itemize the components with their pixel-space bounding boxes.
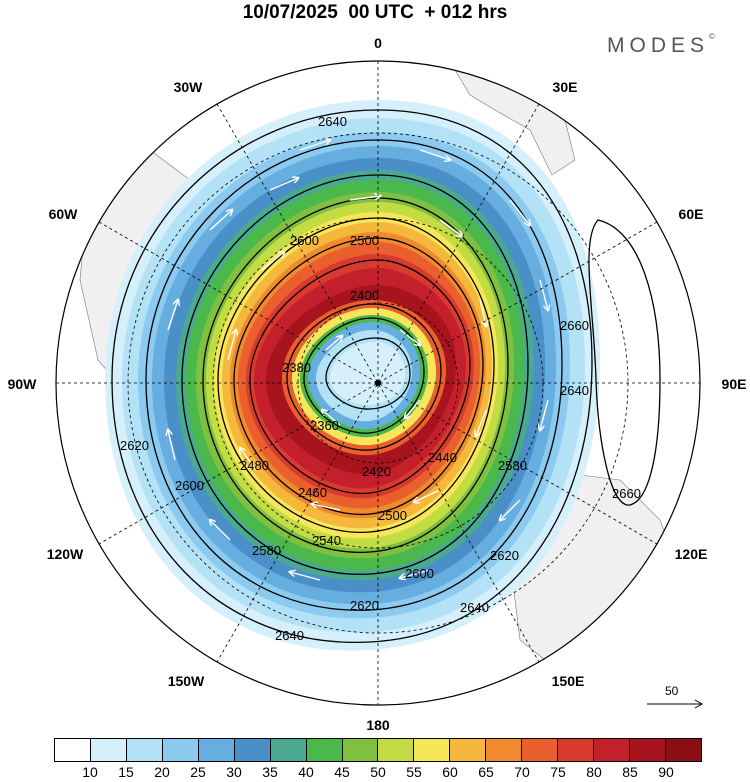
colorbar-tick-label: 30	[226, 764, 242, 780]
colorbar-tick-label: 75	[550, 764, 566, 780]
colorbar-cell	[198, 739, 235, 761]
vector-reference-label: 50	[665, 684, 679, 698]
contour-label: 2600	[290, 233, 319, 248]
lon-label-150e: 150E	[552, 673, 585, 689]
colorbar-cell	[486, 739, 523, 761]
map-disc	[56, 61, 700, 705]
pole-dot	[375, 380, 381, 386]
lon-label-30e: 30E	[553, 79, 578, 95]
lon-label-120w: 120W	[47, 546, 84, 562]
lon-label-150w: 150W	[168, 673, 205, 689]
logo-text: MODES	[607, 34, 710, 57]
graticule	[56, 61, 700, 705]
contour-label: 2580	[252, 543, 281, 558]
contour-label: 2640	[560, 383, 589, 398]
lon-label-120e: 120E	[675, 546, 708, 562]
colorbar-tick-label: 70	[514, 764, 530, 780]
lon-label-60e: 60E	[679, 206, 704, 222]
contour-label: 2460	[298, 485, 327, 500]
colorbar-cell	[126, 739, 163, 761]
contour-label: 2480	[240, 458, 269, 473]
contour-label: 2640	[318, 114, 347, 129]
colorbar-cell	[342, 739, 379, 761]
colorbar-tick-label: 40	[298, 764, 314, 780]
lon-label-90e: 90E	[722, 376, 747, 392]
colorbar-cell	[162, 739, 199, 761]
colorbar-tick-label: 90	[658, 764, 674, 780]
contour-label: 2620	[490, 548, 519, 563]
wind-speed-shading	[105, 100, 600, 651]
colorbar-tick-label: 85	[622, 764, 638, 780]
contour-label: 2600	[405, 566, 434, 581]
contour-label: 2640	[460, 600, 489, 615]
colorbar-cell	[630, 739, 666, 761]
contour-label-group: 2640 2640 2640 2640 2620 2620 2620 2600 …	[120, 114, 641, 643]
map-border	[55, 60, 701, 706]
modes-logo: MODES©	[607, 32, 715, 58]
polar-map: 2640 2640 2640 2640 2620 2620 2620 2600 …	[8, 35, 747, 733]
colorbar-tick-label: 80	[586, 764, 602, 780]
logo-mark: ©	[709, 32, 715, 41]
contour-label: 2360	[310, 418, 339, 433]
colorbar-cell	[306, 739, 343, 761]
contour-label: 2540	[312, 533, 341, 548]
contour-label: 2500	[350, 233, 379, 248]
contour-label: 2620	[350, 598, 379, 613]
contour-label: 2580	[498, 458, 527, 473]
contour-label: 2500	[378, 508, 407, 523]
colorbar-tick-label: 60	[442, 764, 458, 780]
lon-label-0: 0	[374, 35, 382, 51]
colorbar-cell	[90, 739, 127, 761]
chart-title: 10/07/2025 00 UTC + 012 hrs	[242, 2, 508, 23]
contour-label: 2400	[350, 288, 379, 303]
colorbar-cell	[450, 739, 487, 761]
contour-label: 2420	[362, 464, 391, 479]
colorbar-cell	[234, 739, 271, 761]
contour-label: 2660	[560, 318, 589, 333]
colorbar-cell	[558, 739, 595, 761]
colorbar-cell	[378, 739, 415, 761]
contour-label: 2440	[428, 450, 457, 465]
height-contours	[111, 109, 661, 643]
colorbar-ticks: 10 15 20 25 30 35 40 45 50 55 60 65 70 75 80 85 90	[54, 764, 702, 782]
contour-label: 2640	[275, 628, 304, 643]
wind-vectors	[168, 140, 548, 581]
colorbar-tick-label: 25	[190, 764, 206, 780]
colorbar-cell	[522, 739, 559, 761]
colorbar-tick-label: 50	[370, 764, 386, 780]
vector-reference-arrow-icon	[647, 699, 704, 709]
colorbar-tick-label: 20	[154, 764, 170, 780]
vector-reference: 50	[645, 684, 705, 714]
colorbar-cell	[594, 739, 630, 761]
colorbar-tick-label: 10	[82, 764, 98, 780]
lon-label-180: 180	[366, 717, 390, 733]
colorbar-tick-label: 35	[262, 764, 278, 780]
contour-label: 2660	[612, 486, 641, 501]
colorbar-cell	[665, 739, 701, 761]
colorbar-cell	[270, 739, 307, 761]
contour-label: 2620	[120, 438, 149, 453]
colorbar-tick-label: 45	[334, 764, 350, 780]
colorbar-tick-label: 55	[406, 764, 422, 780]
colorbar-tick-label: 65	[478, 764, 494, 780]
contour-label: 2380	[282, 360, 311, 375]
colorbar-tick-label: 15	[118, 764, 134, 780]
colorbar-cell	[55, 739, 91, 761]
lon-label-90w: 90W	[8, 376, 38, 392]
colorbar-cell	[414, 739, 451, 761]
lon-label-30w: 30W	[174, 79, 204, 95]
colorbar	[54, 738, 702, 762]
contour-label: 2600	[175, 478, 204, 493]
lon-label-60w: 60W	[49, 206, 79, 222]
